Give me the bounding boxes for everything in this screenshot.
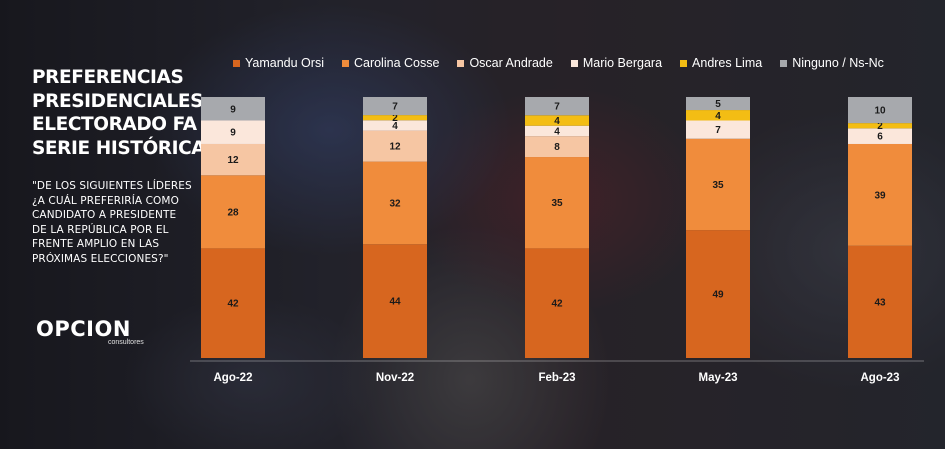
- data-label: 4: [554, 116, 560, 127]
- title-line: PREFERENCIAS: [32, 67, 184, 88]
- opcion-logo: OPCION consultores: [36, 317, 144, 346]
- data-label: 42: [551, 299, 563, 310]
- data-label: 35: [712, 180, 724, 191]
- data-label: 7: [392, 102, 398, 113]
- data-label: 44: [389, 297, 401, 308]
- bar-segment: [363, 244, 427, 358]
- legend-label: Carolina Cosse: [353, 56, 440, 70]
- survey-question: "DE LOS SIGUIENTES LÍDERES ¿A CUÁL PREFE…: [32, 179, 207, 267]
- bar-segment: [525, 97, 589, 116]
- data-label: 7: [715, 125, 721, 136]
- legend-item: Andres Lima: [680, 56, 762, 70]
- data-label: 2: [392, 113, 398, 124]
- bar-segment: [848, 143, 912, 246]
- bar-segment: [525, 136, 589, 158]
- legend-label: Yamandu Orsi: [245, 56, 324, 70]
- bar-segment: [201, 97, 265, 121]
- data-label: 49: [712, 290, 724, 301]
- question-line: DE LA REPÚBLICA POR EL: [32, 223, 169, 236]
- bar-segment: [848, 128, 912, 144]
- data-label: 2: [877, 121, 883, 132]
- bar-segment: [686, 110, 750, 121]
- legend-swatch: [341, 59, 349, 67]
- data-label: 43: [874, 297, 886, 308]
- data-label: 39: [874, 190, 886, 201]
- data-label: 4: [715, 111, 721, 122]
- data-label: 9: [230, 104, 236, 115]
- legend-swatch: [457, 59, 465, 67]
- data-label: 4: [392, 121, 398, 132]
- chart-legend: Yamandu Orsi Carolina Cosse Oscar Andrade M…: [233, 55, 902, 71]
- bar-segment: [363, 120, 427, 131]
- bar-segment: [525, 157, 589, 249]
- chart-title: PREFERENCIAS PRESIDENCIALES ELECTORADO F…: [32, 66, 206, 160]
- data-label: 35: [551, 198, 563, 209]
- bar-segment: [201, 175, 265, 249]
- data-label: 42: [227, 299, 239, 310]
- category-label: Nov-22: [376, 372, 414, 384]
- category-label: Ago-22: [214, 372, 253, 384]
- legend-item: Yamandu Orsi: [233, 56, 324, 70]
- bar-segment: [201, 143, 265, 176]
- bar-segment: [525, 115, 589, 126]
- data-label: 32: [389, 198, 401, 209]
- logo-wordmark: OPCION: [36, 317, 131, 341]
- question-line: CANDIDATO A PRESIDENTE: [32, 209, 177, 222]
- legend-label: Ninguno / Ns-Nc: [792, 56, 884, 70]
- bar-segment: [363, 161, 427, 245]
- logo-subtitle: consultores: [108, 339, 144, 346]
- data-label: 10: [874, 106, 886, 117]
- data-label: 12: [227, 155, 239, 166]
- bar-segment: [686, 230, 750, 358]
- legend-swatch: [680, 59, 688, 67]
- bar-segment: [686, 97, 750, 111]
- legend-item: Oscar Andrade: [457, 56, 553, 70]
- question-line: ¿A CUÁL PREFERIRÍA COMO: [32, 194, 179, 207]
- bar-segment: [525, 125, 589, 137]
- legend-label: Oscar Andrade: [469, 56, 553, 70]
- bar-segment: [363, 115, 427, 121]
- data-label: 6: [877, 132, 883, 143]
- bar-segment: [686, 120, 750, 139]
- bar-segment: [363, 97, 427, 116]
- bar-segment: [201, 248, 265, 358]
- bar-segment: [525, 248, 589, 358]
- data-label: 8: [554, 142, 560, 153]
- data-label: 7: [554, 102, 560, 113]
- category-label: May-23: [699, 372, 738, 384]
- data-label: 5: [715, 99, 721, 110]
- bar-segment: [848, 123, 912, 129]
- title-line: SERIE HISTÓRICA: [32, 137, 206, 159]
- legend-swatch: [570, 59, 578, 67]
- bar-segment: [848, 245, 912, 358]
- legend-label: Mario Bergara: [582, 56, 663, 70]
- question-line: PRÓXIMAS ELECCIONES?": [32, 252, 169, 265]
- bar-segment: [686, 138, 750, 231]
- bar-segment: [848, 97, 912, 124]
- bar-segment: [363, 130, 427, 162]
- category-label: Feb-23: [538, 372, 575, 384]
- data-label: 4: [554, 126, 560, 137]
- data-label: 9: [230, 128, 236, 139]
- legend-item: Mario Bergara: [570, 56, 663, 70]
- bar-segment: [201, 120, 265, 144]
- title-line: ELECTORADO FA: [32, 114, 197, 135]
- legend-item: Carolina Cosse: [341, 56, 440, 70]
- data-label: 12: [389, 142, 401, 153]
- question-line: FRENTE AMPLIO EN LAS: [32, 238, 160, 251]
- title-line: PRESIDENCIALES: [32, 90, 204, 112]
- legend-item: Ninguno / Ns-Nc: [780, 56, 884, 70]
- legend-label: Andres Lima: [692, 56, 763, 70]
- legend-swatch: [233, 59, 240, 67]
- legend-swatch: [780, 59, 788, 67]
- question-line: "DE LOS SIGUIENTES LÍDERES: [32, 180, 192, 192]
- data-label: 28: [227, 207, 239, 218]
- category-label: Ago-23: [861, 372, 900, 384]
